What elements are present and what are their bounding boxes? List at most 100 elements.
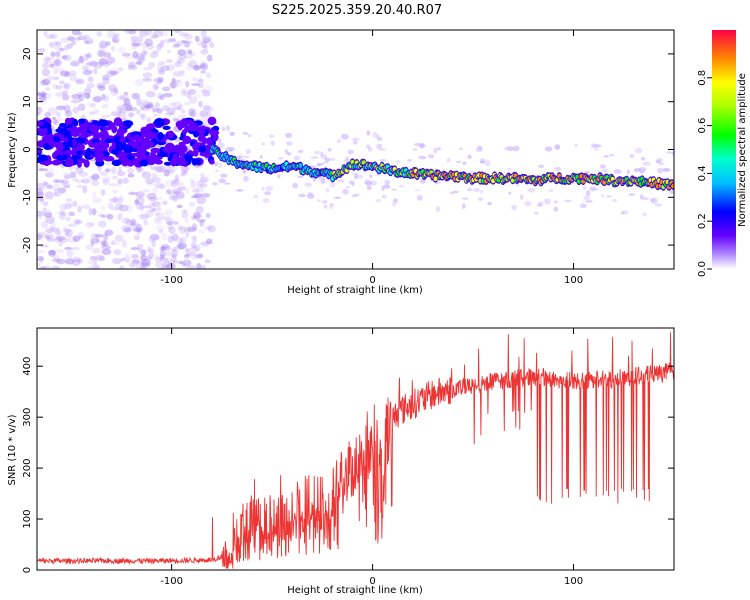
noise-speckle (414, 188, 421, 192)
noise-speckle (127, 167, 135, 174)
noise-speckle (171, 246, 177, 252)
noise-speckle (95, 237, 101, 244)
noise-speckle (253, 195, 259, 198)
noise-speckle (161, 265, 170, 269)
noise-speckle (192, 238, 198, 244)
noise-speckle (264, 191, 272, 196)
colorbar-tick-label: 0.0 (697, 261, 708, 277)
noise-speckle (39, 197, 45, 202)
signal-blob (63, 149, 74, 156)
noise-speckle (70, 99, 81, 104)
spectrogram-heatmap (37, 30, 674, 269)
x-tick-label: 0 (369, 275, 375, 286)
noise-speckle (93, 62, 103, 69)
noise-speckle (370, 180, 377, 186)
noise-speckle (96, 49, 105, 57)
noise-speckle (197, 253, 204, 259)
signal-blob (99, 121, 110, 127)
noise-speckle (508, 191, 512, 195)
noise-speckle (175, 73, 186, 77)
noise-speckle (77, 31, 83, 37)
noise-speckle (93, 174, 100, 180)
noise-speckle (116, 105, 122, 113)
signal-blob (115, 132, 125, 137)
noise-speckle (152, 30, 163, 38)
noise-speckle (42, 207, 48, 215)
noise-speckle (113, 87, 118, 94)
noise-speckle (117, 46, 126, 54)
noise-speckle (159, 254, 165, 260)
noise-speckle (94, 233, 104, 238)
noise-speckle (200, 30, 207, 38)
signal-blob (137, 154, 144, 161)
noise-speckle (538, 164, 545, 169)
noise-speckle (669, 189, 674, 195)
noise-speckle (215, 169, 219, 172)
noise-speckle (53, 191, 62, 197)
noise-speckle (156, 211, 165, 218)
noise-speckle (37, 91, 42, 97)
noise-speckle (94, 265, 101, 269)
noise-speckle (55, 85, 63, 90)
noise-speckle (43, 57, 52, 64)
noise-speckle (82, 204, 91, 210)
noise-speckle (323, 204, 328, 209)
noise-speckle (259, 155, 263, 159)
noise-speckle (131, 259, 141, 264)
noise-speckle (160, 246, 167, 251)
noise-speckle (103, 60, 111, 68)
noise-speckle (166, 263, 176, 269)
noise-speckle (158, 70, 166, 75)
noise-speckle (105, 162, 113, 166)
noise-speckle (172, 79, 181, 83)
noise-speckle (157, 76, 164, 83)
signal-blob (55, 155, 67, 161)
noise-speckle (37, 249, 46, 254)
noise-speckle (86, 93, 91, 100)
noise-speckle (205, 238, 213, 245)
noise-speckle (112, 189, 118, 194)
noise-speckle (391, 188, 397, 192)
noise-speckle (95, 254, 105, 261)
noise-speckle (398, 184, 405, 188)
noise-speckle (108, 84, 117, 92)
noise-speckle (149, 207, 156, 213)
noise-speckle (329, 185, 336, 188)
noise-speckle (177, 40, 184, 47)
noise-speckle (100, 240, 107, 247)
noise-speckle (225, 147, 233, 153)
noise-speckle (306, 193, 315, 199)
noise-speckle (564, 199, 572, 203)
noise-speckle (128, 262, 136, 268)
noise-speckle (160, 65, 170, 72)
noise-speckle (206, 110, 212, 118)
noise-speckle (655, 159, 661, 164)
noise-speckle (51, 116, 57, 120)
noise-speckle (91, 191, 97, 199)
noise-speckle (161, 243, 170, 249)
noise-speckle (41, 68, 50, 77)
noise-speckle (152, 83, 159, 91)
noise-speckle (156, 43, 163, 51)
noise-speckle (72, 200, 78, 207)
noise-speckle (96, 31, 102, 37)
noise-speckle (665, 151, 672, 154)
noise-speckle (127, 61, 137, 68)
noise-speckle (140, 41, 150, 48)
noise-speckle (56, 105, 66, 110)
noise-speckle (77, 231, 85, 239)
noise-speckle (189, 245, 200, 253)
noise-speckle (176, 59, 181, 65)
noise-speckle (433, 147, 438, 154)
signal-blob (188, 150, 194, 156)
snr-series-line (37, 332, 674, 569)
noise-speckle (161, 86, 171, 92)
noise-speckle (98, 213, 104, 218)
noise-speckle (605, 195, 613, 198)
noise-speckle (261, 142, 266, 146)
noise-speckle (198, 100, 203, 108)
noise-speckle (64, 229, 72, 233)
noise-speckle (85, 53, 91, 59)
noise-speckle (78, 94, 84, 102)
noise-speckle (168, 259, 175, 265)
